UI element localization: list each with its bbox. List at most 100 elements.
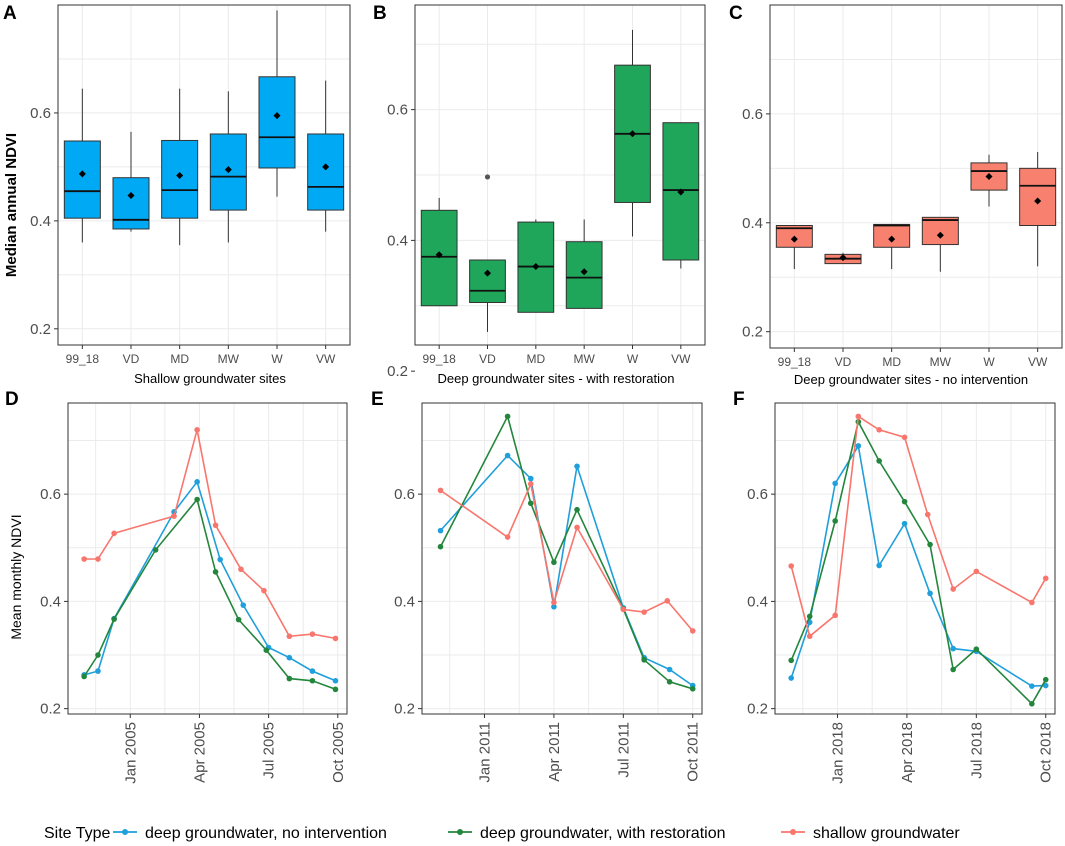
data-point-deep-groundwater-with-restoration [1042, 676, 1049, 683]
data-point-deep-groundwater-with-restoration [641, 657, 647, 663]
legend-key-dot [790, 829, 796, 835]
panel-a-boxplot: 0.2 0.4 0.6 99_18 VD MD MW W VW [30, 4, 351, 366]
x-tick-label: W [627, 352, 639, 366]
panel-e-linechart: 0.2 0.4 0.6 Jan 2011 Apr 2011 Jul 2011 Oct 201… [394, 402, 703, 783]
data-point-deep-groundwater-no-intervention [876, 562, 882, 569]
data-point-deep-groundwater-with-restoration [95, 652, 101, 658]
data-point-deep-groundwater-with-restoration [574, 506, 580, 513]
mean-marker [484, 269, 491, 277]
x-tick-label: W [271, 352, 283, 366]
data-point-deep-groundwater-no-intervention [551, 603, 557, 610]
data-point-shallow-groundwater [832, 612, 838, 619]
legend-item-label: deep groundwater, no intervention [145, 825, 387, 842]
x-tick-label: Apr 2018 [899, 722, 916, 783]
x-tick-label: VW [1028, 355, 1048, 369]
x-tick-label: MW [218, 352, 240, 366]
data-point-deep-groundwater-with-restoration [504, 413, 511, 420]
data-point-deep-groundwater-with-restoration [901, 498, 908, 505]
data-point-deep-groundwater-no-intervention [332, 677, 339, 684]
data-point-deep-groundwater-no-intervention [855, 443, 862, 449]
data-point-deep-groundwater-with-restoration [1029, 701, 1035, 707]
y-axis-label-bottom: Mean monthly NDVI [8, 514, 24, 639]
legend-title: Site Type [44, 825, 111, 842]
data-point-shallow-groundwater [855, 413, 862, 420]
data-point-deep-groundwater-no-intervention [527, 475, 534, 482]
data-point-shallow-groundwater [806, 633, 813, 640]
box-mw [921, 216, 959, 246]
legend-key-dot [457, 829, 463, 835]
data-point-shallow-groundwater [81, 556, 87, 562]
mean-marker [176, 172, 184, 180]
mean-marker [936, 231, 944, 239]
x-tick-label: MD [882, 355, 901, 369]
data-point-shallow-groundwater [924, 511, 931, 518]
box-vd [469, 259, 506, 303]
x-tick-label: MD [170, 352, 189, 366]
data-point-shallow-groundwater [664, 598, 671, 604]
box-w [258, 76, 296, 169]
x-tick-label: 99_18 [778, 355, 812, 369]
panel-border [774, 402, 1056, 715]
data-point-deep-groundwater-with-restoration [973, 646, 980, 652]
data-point-shallow-groundwater [574, 524, 580, 531]
panel-border [57, 4, 351, 346]
data-point-deep-groundwater-with-restoration [666, 679, 673, 685]
data-point-shallow-groundwater [194, 427, 200, 433]
panel-border [421, 402, 703, 715]
mean-marker [1034, 197, 1042, 205]
mean-marker [435, 251, 443, 259]
legend-key-dot [122, 829, 128, 835]
panel-border [769, 4, 1063, 349]
x-tick-label: Jul 2018 [968, 722, 985, 779]
x-tick-label: MW [930, 355, 952, 369]
mean-marker [985, 173, 993, 180]
data-point-deep-groundwater-no-intervention [950, 645, 956, 652]
data-point-shallow-groundwater [1042, 575, 1049, 582]
data-point-shallow-groundwater [973, 568, 980, 575]
box-vw [307, 133, 345, 211]
mean-marker [677, 188, 685, 196]
mean-marker [273, 112, 281, 120]
x-tick-label: 99_18 [422, 352, 456, 366]
data-point-deep-groundwater-with-restoration [551, 559, 557, 566]
x-tick-label: Oct 2005 [330, 722, 347, 783]
panel-letter-c: C [729, 3, 743, 24]
data-point-shallow-groundwater [238, 566, 244, 573]
legend-item-label: shallow groundwater [813, 825, 960, 842]
mean-marker [629, 130, 636, 138]
y-tick-label: 0.6 [747, 486, 768, 503]
data-point-deep-groundwater-no-intervention [927, 590, 933, 597]
data-point-deep-groundwater-with-restoration [286, 675, 293, 682]
panel-letter-b: B [373, 3, 387, 24]
data-point-shallow-groundwater [504, 534, 511, 540]
data-point-shallow-groundwater [876, 427, 882, 433]
mean-marker [322, 163, 330, 171]
mean-marker [888, 235, 896, 243]
data-point-deep-groundwater-with-restoration [111, 616, 117, 622]
y-tick-label: 0.4 [30, 213, 51, 230]
y-tick-label: 0.6 [30, 105, 51, 122]
y-tick-label: 0.4 [40, 593, 61, 610]
x-tick-label: VD [123, 352, 140, 366]
data-point-deep-groundwater-with-restoration [437, 543, 444, 550]
mean-marker [580, 268, 588, 276]
x-tick-label: Oct 2018 [1038, 722, 1055, 783]
y-axis-label-top: Median annual NDVI [3, 133, 20, 277]
data-point-deep-groundwater-with-restoration [927, 541, 933, 548]
data-point-shallow-groundwater [261, 587, 267, 594]
x-tick-label: MD [526, 352, 545, 366]
mean-marker [224, 166, 232, 174]
data-point-deep-groundwater-with-restoration [876, 458, 882, 464]
x-axis-label-a: Shallow groundwater sites [134, 371, 286, 386]
data-point-deep-groundwater-with-restoration [212, 569, 219, 575]
data-point-deep-groundwater-no-intervention [240, 602, 247, 608]
data-point-deep-groundwater-no-intervention [286, 654, 293, 661]
data-point-shallow-groundwater [171, 513, 177, 519]
box-99_18 [63, 140, 101, 219]
y-tick-label: 0.4 [387, 232, 408, 249]
mean-marker [127, 192, 135, 200]
panel-letter-d: D [5, 389, 19, 410]
data-point-shallow-groundwater [641, 609, 647, 615]
y-tick-label: 0.2 [30, 321, 51, 338]
